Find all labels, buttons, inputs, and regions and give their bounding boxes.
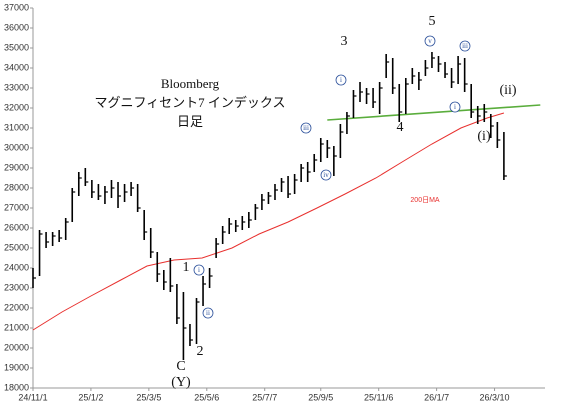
x-tick-label: 25/3/5 bbox=[136, 392, 161, 402]
y-tick-label: 34000 bbox=[4, 62, 29, 72]
x-tick-label: 24/11/1 bbox=[18, 392, 47, 402]
y-tick-label: 37000 bbox=[4, 2, 29, 12]
y-tick-label: 30000 bbox=[4, 142, 29, 152]
wave-label: 5 bbox=[429, 14, 436, 29]
x-tick-label: 25/1/2 bbox=[78, 392, 103, 402]
y-tick-label: 29000 bbox=[4, 162, 29, 172]
x-tick-label: 25/7/7 bbox=[252, 392, 277, 402]
wave-mark-circle bbox=[193, 264, 205, 276]
y-tick-label: 33000 bbox=[4, 82, 29, 92]
wave-mark-circle bbox=[424, 35, 436, 47]
y-tick-label: 22000 bbox=[4, 302, 29, 312]
wave-mark-circle bbox=[202, 307, 214, 319]
wave-mark: iii bbox=[303, 124, 309, 132]
wave-mark: iii bbox=[462, 42, 468, 50]
y-tick-label: 35000 bbox=[4, 42, 29, 52]
x-tick-label: 25/5/6 bbox=[194, 392, 219, 402]
wave-label: (Y) bbox=[171, 375, 191, 390]
y-tick-label: 18000 bbox=[4, 382, 29, 392]
wave-mark: iv bbox=[323, 171, 329, 179]
wave-label: (i) bbox=[477, 129, 491, 144]
ma-label: 200日MA bbox=[410, 196, 440, 204]
wave-label: (ii) bbox=[499, 83, 516, 98]
x-tick-label: 25/9/5 bbox=[308, 392, 333, 402]
chart-period: 日足 bbox=[177, 114, 203, 129]
wave-label: 3 bbox=[341, 34, 348, 49]
y-tick-label: 31000 bbox=[4, 122, 29, 132]
chart-subtitle: マグニフィセント7 インデックス bbox=[94, 95, 285, 110]
y-tick-label: 26000 bbox=[4, 222, 29, 232]
wave-mark-circle bbox=[459, 40, 471, 52]
y-tick-label: 36000 bbox=[4, 22, 29, 32]
y-tick-label: 25000 bbox=[4, 242, 29, 252]
chart-title: Bloomberg bbox=[161, 76, 220, 91]
wave-mark: ii bbox=[206, 309, 210, 317]
wave-label: 4 bbox=[397, 120, 404, 135]
y-tick-label: 27000 bbox=[4, 202, 29, 212]
wave-mark-circle bbox=[320, 169, 332, 181]
y-tick-label: 24000 bbox=[4, 262, 29, 272]
y-tick-label: 32000 bbox=[4, 102, 29, 112]
y-tick-label: 19000 bbox=[4, 362, 29, 372]
y-tick-label: 20000 bbox=[4, 342, 29, 352]
wave-mark: i bbox=[340, 76, 342, 84]
ma-line bbox=[32, 112, 505, 331]
x-tick-label: 26/1/7 bbox=[424, 392, 449, 402]
wave-mark: i bbox=[454, 103, 456, 111]
wave-mark: v bbox=[428, 37, 432, 45]
wave-label: 2 bbox=[197, 344, 204, 359]
wave-label: 1 bbox=[183, 260, 190, 275]
y-tick-label: 23000 bbox=[4, 282, 29, 292]
trend-line bbox=[327, 104, 541, 121]
y-tick-label: 21000 bbox=[4, 322, 29, 332]
wave-mark: i bbox=[198, 266, 200, 274]
y-tick-label: 28000 bbox=[4, 182, 29, 192]
wave-mark-circle bbox=[300, 122, 312, 134]
x-tick-label: 26/3/10 bbox=[480, 392, 510, 402]
wave-label: C bbox=[176, 359, 185, 374]
wave-mark-circle bbox=[335, 74, 347, 86]
x-tick-label: 25/11/6 bbox=[364, 392, 393, 402]
wave-mark-circle bbox=[449, 101, 461, 113]
